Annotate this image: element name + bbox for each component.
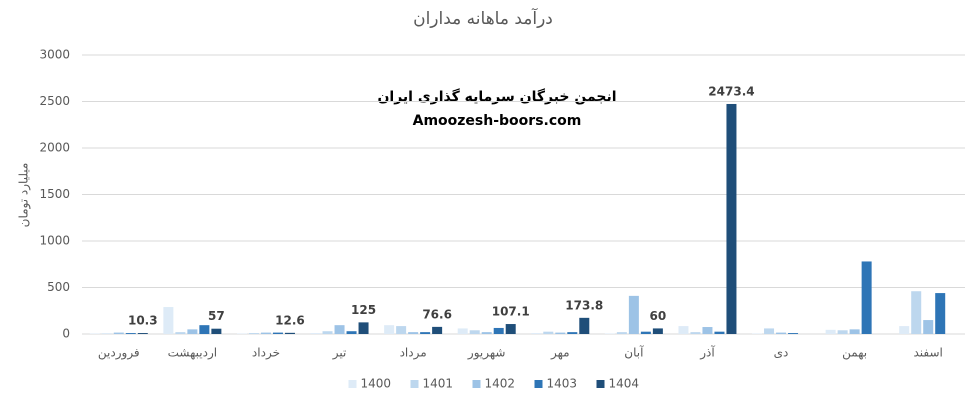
x-tick-label: بهمن <box>842 346 867 361</box>
bar <box>567 332 578 334</box>
x-tick-label: مهر <box>550 346 570 361</box>
bar <box>420 332 431 334</box>
bar <box>163 307 174 334</box>
bar <box>125 333 136 334</box>
x-tick-label: آبان <box>624 345 644 360</box>
x-tick-label: خرداد <box>252 346 280 361</box>
x-tick-label: مرداد <box>400 346 427 361</box>
y-tick-label: 2000 <box>39 141 70 155</box>
legend-swatch <box>410 380 419 388</box>
y-tick-label: 1000 <box>39 234 70 248</box>
bar <box>555 332 566 334</box>
data-label: 60 <box>650 309 667 323</box>
y-tick-label: 3000 <box>39 48 70 62</box>
bar <box>678 326 689 334</box>
bar <box>469 330 480 334</box>
y-tick-label: 0 <box>62 327 70 341</box>
legend-label: 1402 <box>485 377 516 391</box>
legend-swatch <box>534 380 543 388</box>
x-tick-label: اسفند <box>914 346 943 360</box>
bar <box>346 331 357 334</box>
bar <box>384 325 395 334</box>
bar <box>396 326 407 334</box>
bar <box>628 295 639 334</box>
bar <box>358 322 369 334</box>
legend-label: 1400 <box>361 377 392 391</box>
bar <box>310 333 321 334</box>
x-tick-label: اردیبهشت <box>168 346 217 361</box>
bar <box>408 332 419 334</box>
data-label: 57 <box>208 309 225 323</box>
legend-swatch <box>596 380 605 388</box>
bar <box>788 333 799 334</box>
bar <box>726 103 737 334</box>
bar <box>923 320 934 334</box>
legend-label: 1401 <box>423 377 454 391</box>
bar <box>652 328 663 334</box>
bar <box>175 332 186 334</box>
bar <box>825 329 836 334</box>
chart-title: درآمد ماهانه مداران <box>413 7 553 29</box>
bar <box>690 332 701 334</box>
bar <box>493 327 504 334</box>
bar <box>899 326 910 334</box>
data-label: 10.3 <box>128 314 158 328</box>
bar <box>187 329 198 334</box>
bar <box>284 332 295 334</box>
bar <box>113 332 124 334</box>
bar <box>861 261 872 334</box>
bar <box>764 328 775 334</box>
bar <box>260 332 271 334</box>
y-tick-label: 500 <box>47 280 70 294</box>
bar <box>702 327 713 334</box>
legend-swatch <box>348 380 357 388</box>
bar <box>776 332 787 334</box>
bar <box>837 330 848 334</box>
bar <box>199 325 210 334</box>
bar <box>911 291 922 334</box>
bar <box>334 325 345 334</box>
bar <box>714 331 725 334</box>
y-tick-label: 2500 <box>39 94 70 108</box>
y-tick-label: 1500 <box>39 187 70 201</box>
bar <box>616 332 627 334</box>
data-label: 12.6 <box>275 313 305 327</box>
bar <box>322 331 333 334</box>
x-tick-label: دی <box>774 346 789 360</box>
data-label: 173.8 <box>565 298 603 312</box>
x-tick-label: فروردین <box>98 346 140 361</box>
legend-label: 1404 <box>609 377 640 391</box>
bar <box>211 328 222 334</box>
bar <box>935 293 946 334</box>
bar <box>272 332 283 334</box>
bar <box>137 333 148 334</box>
x-tick-label: شهریور <box>467 346 506 361</box>
bar <box>849 329 860 334</box>
bar <box>543 331 554 334</box>
data-label: 107.1 <box>492 305 530 319</box>
data-label: 2473.4 <box>708 84 754 98</box>
legend-label: 1403 <box>547 377 578 391</box>
data-label: 76.6 <box>422 307 452 321</box>
bar <box>579 317 590 334</box>
bar <box>248 333 259 334</box>
bar <box>531 333 542 334</box>
bar <box>481 332 492 334</box>
bar <box>640 331 651 334</box>
x-tick-label: آذر <box>699 345 715 361</box>
x-tick-label: تیر <box>332 346 347 361</box>
bar <box>432 326 443 334</box>
watermark: Amoozesh-boors.com <box>413 113 582 129</box>
bar <box>505 324 516 334</box>
data-label: 125 <box>351 303 376 317</box>
watermark: انجمن خبرگان سرمایه گذاری ایران <box>377 88 616 105</box>
y-axis-label: میلیارد تومان <box>17 163 32 228</box>
legend-swatch <box>472 380 481 388</box>
bar <box>457 328 468 334</box>
